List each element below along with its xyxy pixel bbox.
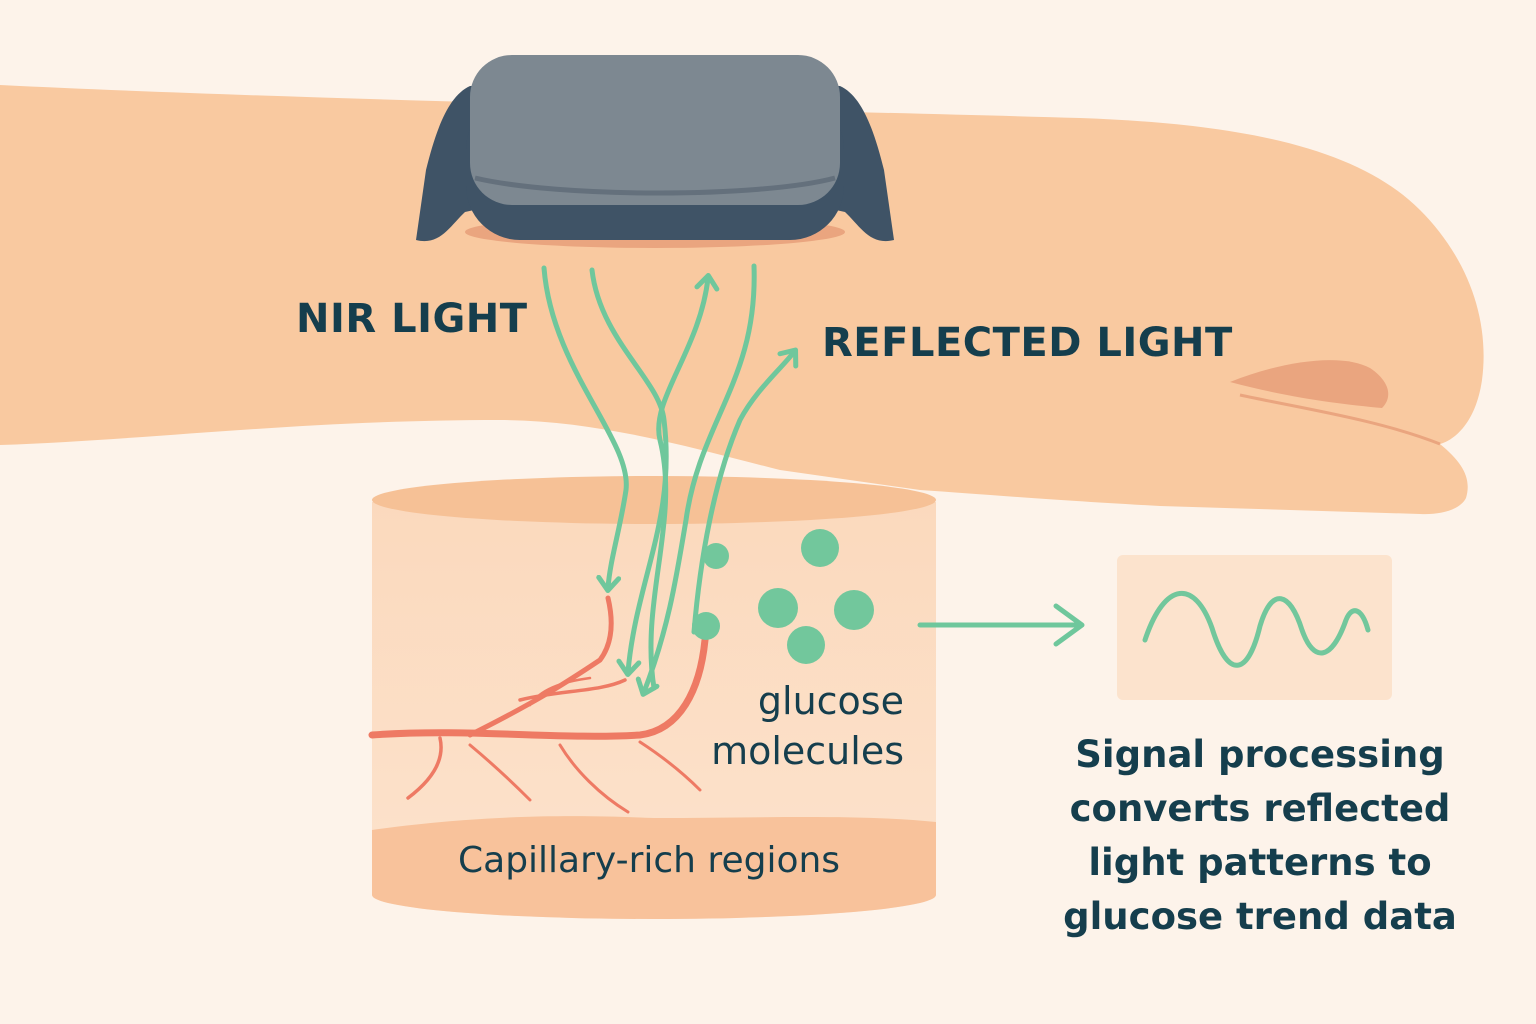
signal-processing-box <box>1117 555 1392 700</box>
wearable-sensor-icon <box>416 55 894 248</box>
glucose-molecules-label: glucose molecules <box>711 679 904 773</box>
capillary-regions-label: Capillary-rich regions <box>458 840 841 881</box>
glucose-molecule-icon <box>703 543 729 569</box>
glucose-molecules <box>692 529 874 664</box>
reflected-light-paths <box>648 273 799 691</box>
glucose-molecule-icon <box>758 588 798 628</box>
reflected-light-label: REFLECTED LIGHT <box>822 320 1233 366</box>
capillary-network <box>368 595 709 814</box>
glucose-molecule-icon <box>692 612 720 640</box>
signal-processing-caption: Signal processing converts reflected lig… <box>1063 733 1457 938</box>
nir-light-paths <box>541 263 757 697</box>
reflected-light-ray-2 <box>691 347 799 635</box>
nir-light-label: NIR LIGHT <box>296 296 528 342</box>
glucose-molecule-icon <box>801 529 839 567</box>
nir-light-ray-3 <box>635 263 757 697</box>
arrow-right-icon <box>917 603 1085 647</box>
nir-light-ray-2 <box>589 267 669 677</box>
glucose-molecule-icon <box>787 626 825 664</box>
forearm <box>0 85 1484 515</box>
nir-light-ray-1 <box>541 265 629 593</box>
waveform-icon <box>1142 590 1371 668</box>
glucose-molecule-icon <box>834 590 874 630</box>
reflected-light-ray-1 <box>648 273 720 691</box>
